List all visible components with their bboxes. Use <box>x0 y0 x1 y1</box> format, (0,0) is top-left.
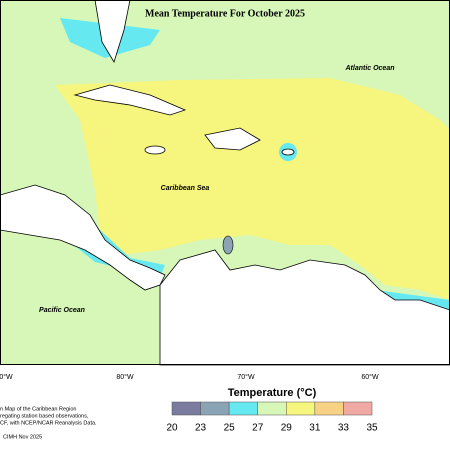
legend-tick-label: 25 <box>224 423 236 434</box>
jamaica <box>144 145 166 155</box>
ocean-label: Caribbean Sea <box>161 185 210 192</box>
warm-region <box>55 78 450 300</box>
legend-swatch <box>200 401 230 416</box>
legend: 20 23 25 27 29 31 33 35 <box>166 401 378 434</box>
credit: CIMH Nov 2025 <box>3 434 42 440</box>
longitude-label: 60°W <box>361 373 379 381</box>
legend-swatch <box>171 401 201 416</box>
lake-maracaibo <box>222 235 234 255</box>
legend-swatch <box>286 401 316 416</box>
legend-tick-label: 35 <box>366 423 378 434</box>
legend-tick-label: 27 <box>252 423 264 434</box>
title: Mean Temperature For October 2025 <box>145 8 305 19</box>
puerto-rico <box>281 148 295 156</box>
map: Mean Temperature For October 2025 Atlant… <box>0 0 450 366</box>
legend-swatch <box>228 401 258 416</box>
ocean-label: Atlantic Ocean <box>344 65 394 72</box>
hispaniola <box>204 127 261 151</box>
ocean-label: Pacific Ocean <box>39 307 85 314</box>
legend-tick-label: 31 <box>309 423 321 434</box>
credit: n Map of the Caribbean Region <box>0 406 76 412</box>
south-america <box>159 249 450 366</box>
legend-tick-label: 20 <box>166 423 178 434</box>
legend-tick-label: 23 <box>195 423 207 434</box>
legend-swatch <box>343 401 373 416</box>
credit: regating station based observations, <box>0 413 89 419</box>
longitude-label: 80°W <box>116 373 134 381</box>
longitude-label: 70°W <box>237 373 255 381</box>
legend-title: Temperature (°C) <box>228 387 317 399</box>
longitude-label: 0°W <box>0 373 13 381</box>
florida <box>94 0 131 63</box>
legend-swatch <box>314 401 344 416</box>
legend-tick-label: 33 <box>338 423 350 434</box>
cuba <box>73 84 187 116</box>
legend-swatch <box>257 401 287 416</box>
credit: CF, with NCEP/NCAR Reanalysis Data. <box>0 420 97 426</box>
legend-tick-label: 29 <box>281 423 293 434</box>
